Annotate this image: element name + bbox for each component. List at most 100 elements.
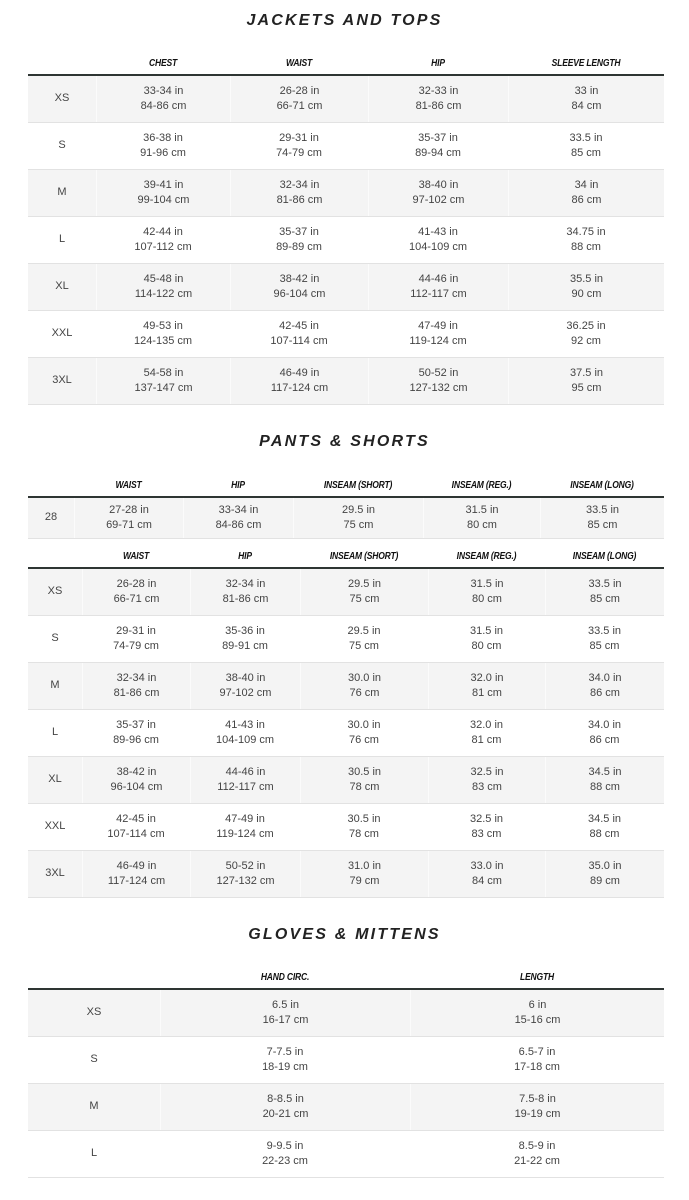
- measurement-cell: 33.0 in 84 cm: [428, 851, 545, 897]
- cm-value: 20-21 cm: [262, 1108, 309, 1120]
- measurement-cell: 38-40 in 97-102 cm: [368, 170, 508, 216]
- inches-value: 31.5 in: [470, 577, 504, 590]
- table-row: XS 6.5 in 16-17 cm 6 in 15-16 cm: [28, 990, 664, 1037]
- cm-value: 81-86 cm: [113, 687, 160, 699]
- measurement-cell: 42-44 in 107-112 cm: [96, 217, 230, 263]
- cm-value: 78 cm: [349, 828, 379, 840]
- measurement-cell: 29.5 in 75 cm: [300, 569, 428, 615]
- table-row: XXL 42-45 in 107-114 cm 47-49 in 119-124 cm 3…: [28, 804, 664, 851]
- inches-value: 44-46 in: [418, 272, 459, 285]
- size-label: M: [50, 679, 60, 692]
- cm-value: 88 cm: [571, 241, 601, 253]
- inches-value: 33.5 in: [587, 624, 622, 637]
- measurement-cell: 35-37 in 89-96 cm: [82, 710, 190, 756]
- inches-value: 42-44 in: [143, 225, 183, 238]
- cm-value: 17-18 cm: [514, 1061, 560, 1073]
- measurement-cell: 47-49 in 119-124 cm: [190, 804, 300, 850]
- cm-value: 66-71 cm: [276, 100, 323, 112]
- measurement-cell: 34.5 in 88 cm: [545, 757, 664, 803]
- column-header: LENGTH: [520, 971, 554, 983]
- measurement-cell: 34.5 in 88 cm: [545, 804, 664, 850]
- inches-value: 47-49 in: [418, 319, 458, 332]
- cm-value: 74-79 cm: [276, 147, 322, 159]
- measurement-cell: 31.5 in 80 cm: [428, 616, 545, 662]
- inches-value: 46-49 in: [279, 366, 320, 379]
- inches-value: 35-37 in: [116, 718, 156, 731]
- inches-value: 35.5 in: [569, 272, 604, 285]
- inches-value: 34.0 in: [588, 671, 622, 684]
- inches-value: 30.0 in: [347, 671, 382, 684]
- cm-value: 124-135 cm: [133, 335, 193, 347]
- measurement-cell: 7.5-8 in 19-19 cm: [410, 1084, 664, 1130]
- cm-value: 19-19 cm: [514, 1108, 561, 1120]
- inches-value: 32-34 in: [116, 671, 157, 684]
- size-label: XXL: [44, 820, 66, 833]
- size-label: L: [90, 1147, 98, 1160]
- inches-value: 35-37 in: [279, 225, 319, 238]
- gloves-table: HAND CIRC. LENGTH XS 6.5 in 16-17 cm 6 in 15-1…: [28, 966, 664, 1178]
- inches-value: 42-45 in: [279, 319, 319, 332]
- inches-value: 38-40 in: [225, 671, 266, 684]
- cm-value: 84 cm: [472, 875, 502, 887]
- cm-value: 137-147 cm: [134, 382, 193, 394]
- inches-value: 30.5 in: [347, 812, 381, 825]
- inches-value: 33.5 in: [588, 577, 622, 590]
- inches-value: 33-34 in: [143, 84, 184, 97]
- measurement-cell: 49-53 in 124-135 cm: [96, 311, 230, 357]
- cm-value: 112-117 cm: [217, 781, 274, 793]
- cm-value: 89-94 cm: [415, 147, 461, 159]
- cm-value: 83 cm: [472, 781, 502, 793]
- measurement-cell: 32.0 in 81 cm: [428, 663, 545, 709]
- inches-value: 32.0 in: [470, 671, 504, 684]
- inches-value: 32.5 in: [469, 812, 504, 825]
- cm-value: 80 cm: [471, 640, 502, 652]
- measurement-cell: 33 in 84 cm: [508, 76, 664, 122]
- column-header: HAND CIRC.: [260, 971, 310, 983]
- cm-value: 21-22 cm: [514, 1155, 560, 1167]
- cm-value: 75 cm: [343, 519, 374, 531]
- measurement-cell: 50-52 in 127-132 cm: [190, 851, 300, 897]
- measurement-cell: 34.0 in 86 cm: [545, 710, 664, 756]
- column-header: HIP: [231, 479, 245, 491]
- cm-value: 117-124 cm: [270, 382, 329, 394]
- inches-value: 8-8.5 in: [267, 1092, 304, 1105]
- cm-value: 88 cm: [590, 781, 620, 793]
- inches-value: 6 in: [528, 998, 547, 1011]
- cm-value: 127-132 cm: [216, 875, 275, 887]
- inches-value: 46-49 in: [116, 859, 157, 872]
- measurement-cell: 29-31 in 74-79 cm: [230, 123, 368, 169]
- cm-value: 90 cm: [571, 288, 602, 300]
- cm-value: 22-23 cm: [262, 1155, 308, 1167]
- inches-value: 26-28 in: [279, 84, 320, 97]
- cm-value: 18-19 cm: [262, 1061, 308, 1073]
- cm-value: 81-86 cm: [222, 593, 269, 605]
- table-row: M 39-41 in 99-104 cm 32-34 in 81-86 cm 38-40 …: [28, 170, 664, 217]
- cm-value: 91-96 cm: [140, 147, 186, 159]
- measurement-cell: 29.5 in 75 cm: [293, 498, 423, 538]
- measurement-cell: 29-31 in 74-79 cm: [82, 616, 190, 662]
- inches-value: 33-34 in: [218, 503, 259, 516]
- cm-value: 84 cm: [571, 100, 602, 112]
- inches-value: 37.5 in: [569, 366, 604, 379]
- measurement-cell: 54-58 in 137-147 cm: [96, 358, 230, 404]
- inches-value: 34.5 in: [587, 812, 622, 825]
- cm-value: 86 cm: [571, 194, 602, 206]
- inches-value: 33.5 in: [585, 503, 620, 516]
- inches-value: 33.0 in: [470, 859, 504, 872]
- measurement-cell: 42-45 in 107-114 cm: [82, 804, 190, 850]
- measurement-cell: 32-34 in 81-86 cm: [82, 663, 190, 709]
- cm-value: 89-91 cm: [222, 640, 268, 652]
- cm-value: 96-104 cm: [273, 288, 326, 300]
- cm-value: 66-71 cm: [113, 593, 160, 605]
- jackets-table: CHEST WAIST HIP SLEEVE LENGTH XS 33-34 in 84-8…: [28, 52, 664, 405]
- cm-value: 85 cm: [587, 519, 618, 531]
- cm-value: 85 cm: [590, 593, 620, 605]
- cm-value: 114-122 cm: [134, 288, 193, 300]
- column-header: INSEAM (REG.): [456, 550, 517, 562]
- inches-value: 26-28 in: [116, 577, 157, 590]
- cm-value: 85 cm: [589, 640, 620, 652]
- table-row: XL 45-48 in 114-122 cm 38-42 in 96-104 cm 44-…: [28, 264, 664, 311]
- table-row: L 42-44 in 107-112 cm 35-37 in 89-89 cm 41-43…: [28, 217, 664, 264]
- cm-value: 99-104 cm: [137, 194, 190, 206]
- size-label: XS: [86, 1006, 102, 1019]
